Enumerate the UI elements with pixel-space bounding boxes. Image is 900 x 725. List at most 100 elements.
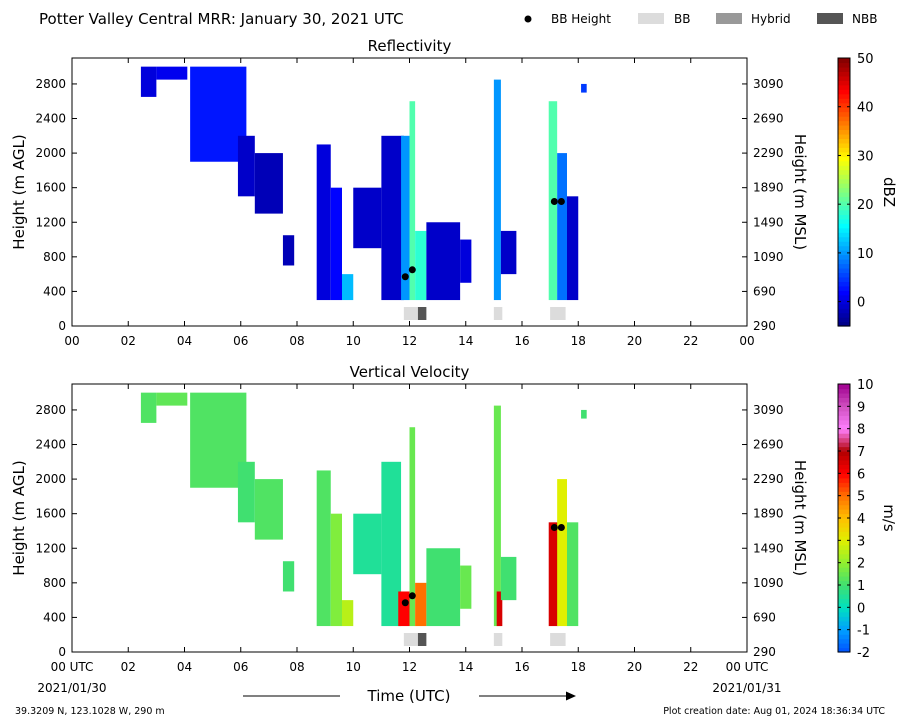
colorbar-segment [838, 250, 850, 256]
y-tick-label-right: 3090 [753, 77, 784, 91]
colorbar-segment [838, 321, 850, 327]
y-tick-label: 0 [58, 319, 66, 333]
y-tick-label: 0 [58, 645, 66, 659]
colorbar-segment [838, 607, 850, 613]
colorbar-segment [838, 205, 850, 211]
y-tick-label-right: 1890 [753, 181, 784, 195]
colorbar-segment [838, 241, 850, 247]
y-tick-label-right: 2290 [753, 472, 784, 486]
colorbar-frame [837, 57, 851, 327]
colorbar-segment [838, 102, 850, 108]
echo-cell [316, 144, 331, 301]
echo-cell [401, 135, 410, 301]
legend-label-bb-height: BB Height [551, 12, 611, 26]
colorbar-segment [838, 107, 850, 113]
colorbar-segment [838, 294, 850, 300]
colorbar-segment [838, 500, 850, 506]
colorbar-segment [838, 98, 850, 104]
colorbar-segment [838, 567, 850, 573]
echo-cell [254, 153, 283, 214]
colorbar-segment [838, 160, 850, 166]
y-tick-label-right: 1890 [753, 507, 784, 521]
echo-cell [156, 392, 188, 406]
echo-cell [548, 522, 559, 627]
colorbar-segment [838, 638, 850, 644]
x-tick-label: 06 [233, 660, 248, 674]
colorbar-tick-label: 4 [857, 512, 865, 527]
y-tick-label: 2800 [35, 77, 66, 91]
colorbar-label: dBZ [880, 177, 898, 207]
colorbar-segment [838, 647, 850, 653]
y-tick-label: 2000 [35, 146, 66, 160]
colorbar-segment [838, 129, 850, 135]
echo-cell [460, 239, 472, 283]
panel-title: Vertical Velocity [350, 363, 470, 381]
echo-cell [190, 66, 247, 162]
legend-bb-height-marker [524, 15, 532, 23]
x-tick-label: 16 [514, 334, 529, 348]
echo-cell [398, 591, 410, 627]
colorbar-segment [838, 303, 850, 309]
colorbar-segment [838, 571, 850, 577]
y-tick-label: 800 [43, 576, 66, 590]
colorbar-segment [838, 486, 850, 492]
plot-creation-date: Plot creation date: Aug 01, 2024 18:36:3… [663, 706, 885, 717]
legend-label-bb: BB [674, 12, 690, 26]
bb-height-point [401, 273, 409, 281]
colorbar-segment [838, 62, 850, 68]
end-date-label: 2021/01/31 [712, 681, 781, 695]
colorbar-segment [838, 518, 850, 524]
colorbar-segment [838, 585, 850, 591]
colorbar-segment [838, 459, 850, 465]
x-tick-label: 14 [458, 334, 473, 348]
echo-cell [237, 135, 255, 197]
colorbar-segment [838, 214, 850, 220]
x-tick-label: 10 [346, 660, 361, 674]
colorbar-tick-label: 3 [857, 534, 865, 549]
legend: BB Height BB Hybrid NBB [524, 12, 877, 26]
y-tick-label-right: 290 [753, 645, 776, 659]
colorbar-tick-label: 50 [857, 52, 874, 67]
colorbar-segment [838, 133, 850, 139]
colorbar-segment [838, 491, 850, 497]
echo-cell [381, 135, 404, 301]
colorbar-segment [838, 227, 850, 233]
colorbar-segment [838, 312, 850, 318]
y-axis-label: Height (m AGL) [10, 460, 28, 575]
colorbar-tick-label: 9 [857, 400, 865, 415]
colorbar-tick-label: 10 [857, 247, 874, 262]
echo-cell [353, 513, 382, 575]
y-tick-label: 400 [43, 610, 66, 624]
colorbar-label: m/s [880, 504, 898, 532]
colorbar-segment [838, 174, 850, 180]
echo-cell [342, 274, 354, 301]
time-arrow-head [566, 691, 576, 701]
echo-cell [567, 522, 579, 627]
y-tick-label-right: 1490 [753, 541, 784, 555]
colorbar-tick-label: 40 [857, 101, 874, 116]
echo-cell [415, 230, 427, 301]
echo-cell [282, 235, 295, 266]
y-tick-label: 2000 [35, 472, 66, 486]
bb-type-bar [493, 307, 503, 320]
x-tick-label: 00 UTC [51, 660, 94, 674]
bb-type-bar [403, 307, 418, 320]
echo-cell [316, 470, 331, 627]
colorbar-segment [838, 464, 850, 470]
echo-cell [381, 461, 402, 627]
colorbar-segment [838, 232, 850, 238]
colorbar-segment [838, 183, 850, 189]
x-tick-label: 00 [739, 334, 754, 348]
echo-cell [500, 556, 517, 601]
y-tick-label: 400 [43, 284, 66, 298]
bb-type-bar [493, 633, 503, 646]
bb-height-point [408, 266, 416, 274]
colorbar-segment [838, 187, 850, 193]
x-tick-label: 12 [402, 660, 417, 674]
colorbar-segment [838, 602, 850, 608]
colorbar-segment [838, 611, 850, 617]
colorbar-segment [838, 424, 850, 430]
colorbar-segment [838, 477, 850, 483]
